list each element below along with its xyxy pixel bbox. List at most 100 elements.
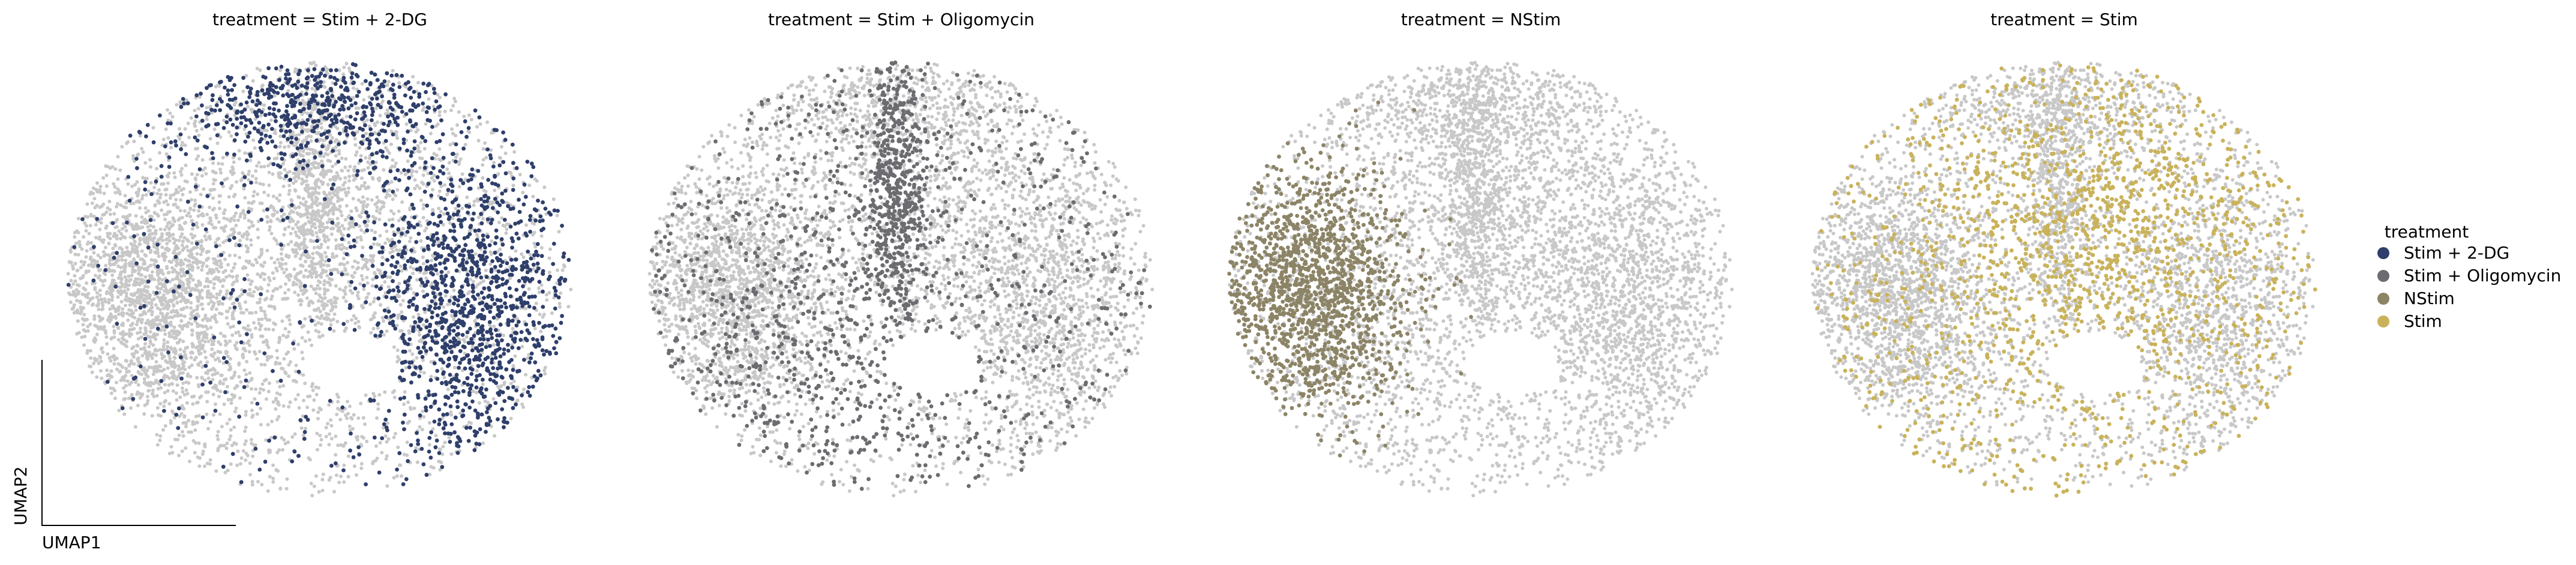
cell-point (254, 352, 257, 356)
cell-point-highlight (475, 238, 479, 242)
cell-point (236, 218, 240, 222)
cell-point (188, 190, 192, 194)
cell-point (559, 291, 562, 295)
cell-point (376, 121, 379, 124)
cell-point (195, 376, 199, 380)
cell-point (103, 192, 106, 196)
cell-point (136, 245, 139, 249)
cell-point (422, 216, 425, 220)
cell-point-highlight (391, 133, 395, 137)
cell-point (125, 340, 128, 344)
cell-point (469, 278, 472, 281)
cell-point (253, 397, 256, 401)
cell-point (331, 305, 334, 308)
cell-point (121, 215, 125, 219)
cell-point (147, 335, 151, 339)
cell-point (217, 340, 220, 344)
cell-point (200, 395, 203, 398)
cell-point (320, 478, 324, 482)
cell-point (311, 151, 315, 155)
cell-point (113, 191, 117, 194)
cell-point (216, 438, 220, 441)
cell-point (443, 183, 446, 187)
cell-point (360, 462, 364, 465)
cell-point (332, 256, 336, 259)
cell-point (219, 390, 223, 393)
cell-point (373, 297, 377, 300)
cell-point (152, 225, 155, 229)
cell-point (76, 269, 79, 272)
cell-point (247, 170, 251, 173)
cell-point (406, 160, 410, 163)
cell-point (410, 353, 414, 356)
cell-point (196, 421, 199, 425)
cell-point (367, 292, 370, 296)
cell-point (121, 282, 124, 286)
cell-point (307, 330, 310, 334)
cell-point (470, 118, 473, 121)
cell-point (166, 210, 170, 214)
cell-point (145, 193, 148, 197)
cell-point (296, 342, 300, 346)
cell-point (421, 410, 424, 413)
cell-point (110, 290, 113, 293)
cell-point (121, 365, 124, 369)
cell-point (82, 274, 85, 278)
cell-point (75, 332, 79, 336)
cell-point (119, 254, 123, 258)
cell-point (97, 254, 100, 257)
cell-point (322, 214, 325, 217)
cell-point (252, 200, 256, 203)
cell-point (217, 162, 220, 166)
cell-point (366, 197, 370, 201)
cell-point (292, 172, 295, 175)
cell-point (174, 239, 178, 242)
cell-point (74, 280, 77, 283)
cell-point-highlight (360, 117, 364, 121)
cell-point (82, 306, 85, 310)
cell-point (206, 327, 209, 330)
cell-point-highlight (480, 221, 484, 226)
cell-point (340, 224, 344, 227)
cell-point (249, 282, 253, 286)
cell-point (197, 214, 200, 218)
cell-point (298, 206, 301, 209)
cell-point (355, 150, 359, 154)
cell-point (187, 136, 191, 139)
cell-point (172, 193, 175, 197)
cell-point (504, 232, 508, 235)
cell-point (244, 327, 247, 330)
cell-point (154, 353, 158, 357)
cell-point (293, 432, 297, 436)
cell-point (288, 189, 292, 193)
cell-point (362, 436, 365, 440)
cell-point (175, 329, 179, 333)
cell-point (330, 437, 334, 440)
cell-point (245, 230, 249, 234)
cell-point-highlight (441, 132, 445, 136)
cell-point (85, 229, 88, 233)
cell-point (185, 389, 188, 392)
cell-point-highlight (214, 409, 218, 413)
cell-point (268, 184, 271, 187)
cell-point (225, 342, 229, 345)
cell-point (133, 270, 136, 274)
cell-point (175, 260, 178, 264)
cell-point (200, 296, 204, 300)
cell-point (310, 384, 314, 388)
cell-point (128, 328, 131, 332)
cell-point (341, 73, 345, 76)
cell-point (312, 398, 316, 402)
cell-point (283, 227, 287, 230)
cell-point (152, 372, 155, 376)
cell-point (412, 267, 415, 271)
cell-point (154, 378, 158, 382)
cell-point (540, 246, 544, 250)
cell-point (274, 362, 277, 366)
cell-point (348, 405, 352, 408)
cell-point (557, 230, 561, 233)
cell-point-highlight (244, 378, 248, 383)
cell-point (151, 343, 155, 347)
cell-point (302, 233, 306, 236)
cell-point (245, 308, 248, 312)
